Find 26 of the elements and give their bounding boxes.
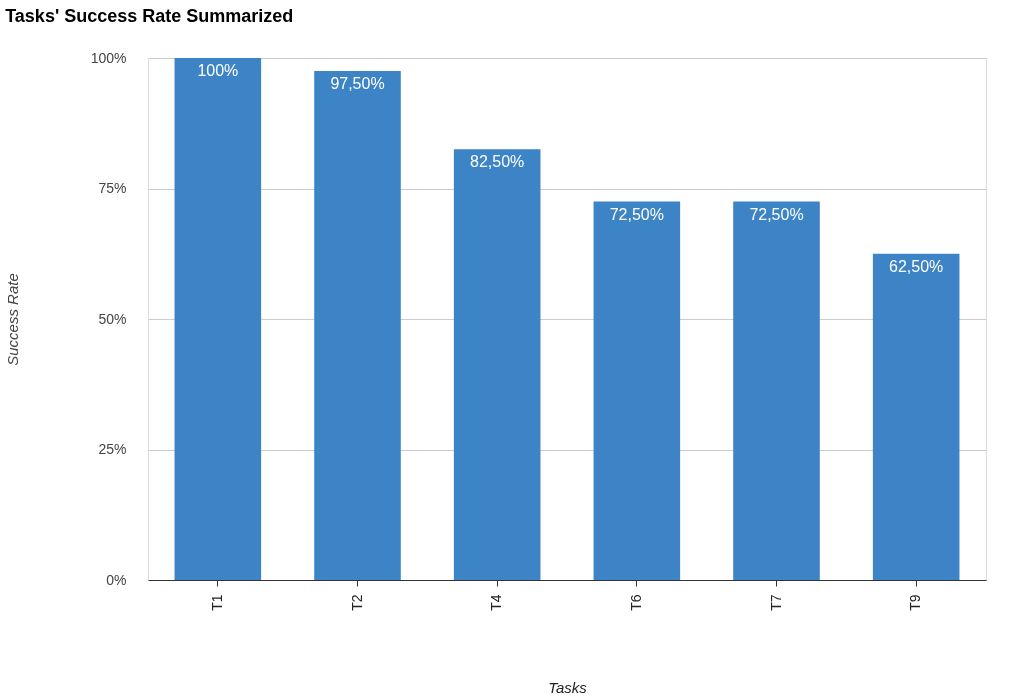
data-label: 100%	[197, 62, 239, 79]
data-label: 82,50%	[470, 153, 525, 171]
bar	[314, 71, 401, 580]
data-label: 62,50%	[889, 257, 944, 275]
x-tick-label: T4	[488, 594, 505, 611]
chart-title: Tasks' Success Rate Summarized	[5, 6, 294, 26]
y-tick-label: 25%	[98, 441, 127, 457]
bar	[733, 201, 820, 580]
x-tick-label: T9	[907, 594, 924, 611]
x-tick-label: T1	[208, 594, 225, 611]
bar	[453, 149, 541, 580]
y-tick-label: 50%	[98, 310, 127, 327]
x-axis-title: Tasks	[548, 678, 588, 696]
data-label: 72,50%	[749, 205, 804, 223]
y-axis-title: Success Rate	[3, 273, 21, 366]
x-tick-label: T7	[767, 594, 784, 611]
bar	[174, 58, 262, 580]
bar	[593, 201, 681, 580]
data-label: 97,50%	[330, 75, 385, 93]
bar	[872, 253, 960, 580]
data-label: 72,50%	[609, 205, 664, 223]
y-tick-label: 75%	[98, 180, 127, 196]
x-tick-label: T2	[348, 594, 365, 611]
y-tick-label: 100%	[90, 49, 127, 66]
x-tick-label: T6	[627, 594, 644, 611]
y-tick-label: 0%	[106, 571, 127, 588]
